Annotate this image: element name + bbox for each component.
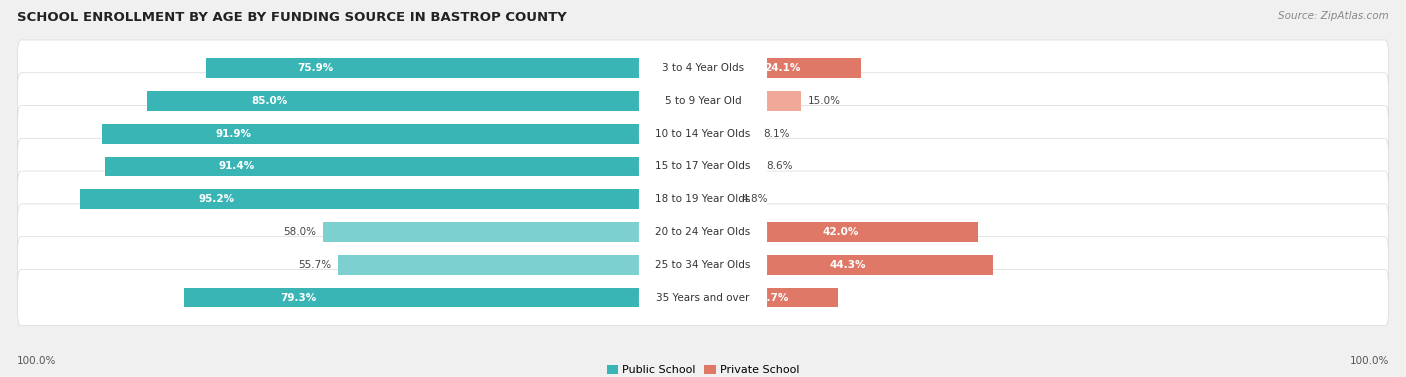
FancyBboxPatch shape bbox=[638, 282, 768, 314]
FancyBboxPatch shape bbox=[638, 249, 768, 281]
Text: 55.7%: 55.7% bbox=[298, 260, 332, 270]
Text: 25 to 34 Year Olds: 25 to 34 Year Olds bbox=[655, 260, 751, 270]
Text: 75.9%: 75.9% bbox=[298, 63, 333, 73]
FancyBboxPatch shape bbox=[638, 216, 768, 248]
FancyBboxPatch shape bbox=[638, 118, 768, 150]
Bar bbox=[703, 255, 993, 274]
Bar bbox=[184, 288, 703, 307]
Text: 20 to 24 Year Olds: 20 to 24 Year Olds bbox=[655, 227, 751, 237]
Text: 35 Years and over: 35 Years and over bbox=[657, 293, 749, 302]
Bar bbox=[703, 222, 979, 242]
FancyBboxPatch shape bbox=[638, 150, 768, 182]
Text: 95.2%: 95.2% bbox=[198, 194, 235, 204]
Text: 24.1%: 24.1% bbox=[763, 63, 800, 73]
Text: 10 to 14 Year Olds: 10 to 14 Year Olds bbox=[655, 129, 751, 139]
FancyBboxPatch shape bbox=[17, 237, 1389, 293]
Legend: Public School, Private School: Public School, Private School bbox=[606, 365, 800, 375]
FancyBboxPatch shape bbox=[17, 106, 1389, 162]
FancyBboxPatch shape bbox=[638, 183, 768, 215]
FancyBboxPatch shape bbox=[17, 138, 1389, 195]
Bar bbox=[101, 124, 703, 144]
FancyBboxPatch shape bbox=[17, 73, 1389, 129]
FancyBboxPatch shape bbox=[17, 171, 1389, 227]
FancyBboxPatch shape bbox=[17, 40, 1389, 97]
Bar bbox=[339, 255, 703, 274]
Bar bbox=[703, 91, 801, 111]
Bar bbox=[703, 124, 756, 144]
Bar bbox=[80, 189, 703, 209]
Text: 100.0%: 100.0% bbox=[1350, 356, 1389, 366]
Text: 85.0%: 85.0% bbox=[250, 96, 287, 106]
Bar bbox=[323, 222, 703, 242]
Bar bbox=[703, 156, 759, 176]
Text: Source: ZipAtlas.com: Source: ZipAtlas.com bbox=[1278, 11, 1389, 21]
Text: 91.4%: 91.4% bbox=[218, 161, 254, 172]
Bar bbox=[146, 91, 703, 111]
Bar bbox=[207, 58, 703, 78]
Text: 18 to 19 Year Olds: 18 to 19 Year Olds bbox=[655, 194, 751, 204]
FancyBboxPatch shape bbox=[638, 52, 768, 84]
FancyBboxPatch shape bbox=[638, 85, 768, 117]
Text: 3 to 4 Year Olds: 3 to 4 Year Olds bbox=[662, 63, 744, 73]
Text: 79.3%: 79.3% bbox=[280, 293, 316, 302]
FancyBboxPatch shape bbox=[17, 269, 1389, 326]
Bar bbox=[703, 288, 838, 307]
Text: 8.6%: 8.6% bbox=[766, 161, 793, 172]
Text: 91.9%: 91.9% bbox=[217, 129, 252, 139]
FancyBboxPatch shape bbox=[17, 204, 1389, 260]
Text: 100.0%: 100.0% bbox=[17, 356, 56, 366]
Text: 58.0%: 58.0% bbox=[284, 227, 316, 237]
Text: 42.0%: 42.0% bbox=[823, 227, 859, 237]
Text: 8.1%: 8.1% bbox=[763, 129, 789, 139]
Text: 20.7%: 20.7% bbox=[752, 293, 789, 302]
Bar bbox=[703, 58, 860, 78]
Text: SCHOOL ENROLLMENT BY AGE BY FUNDING SOURCE IN BASTROP COUNTY: SCHOOL ENROLLMENT BY AGE BY FUNDING SOUR… bbox=[17, 11, 567, 24]
Text: 4.8%: 4.8% bbox=[741, 194, 768, 204]
Text: 15 to 17 Year Olds: 15 to 17 Year Olds bbox=[655, 161, 751, 172]
Text: 15.0%: 15.0% bbox=[808, 96, 841, 106]
Bar bbox=[703, 189, 734, 209]
Bar bbox=[105, 156, 703, 176]
Text: 5 to 9 Year Old: 5 to 9 Year Old bbox=[665, 96, 741, 106]
Text: 44.3%: 44.3% bbox=[830, 260, 866, 270]
